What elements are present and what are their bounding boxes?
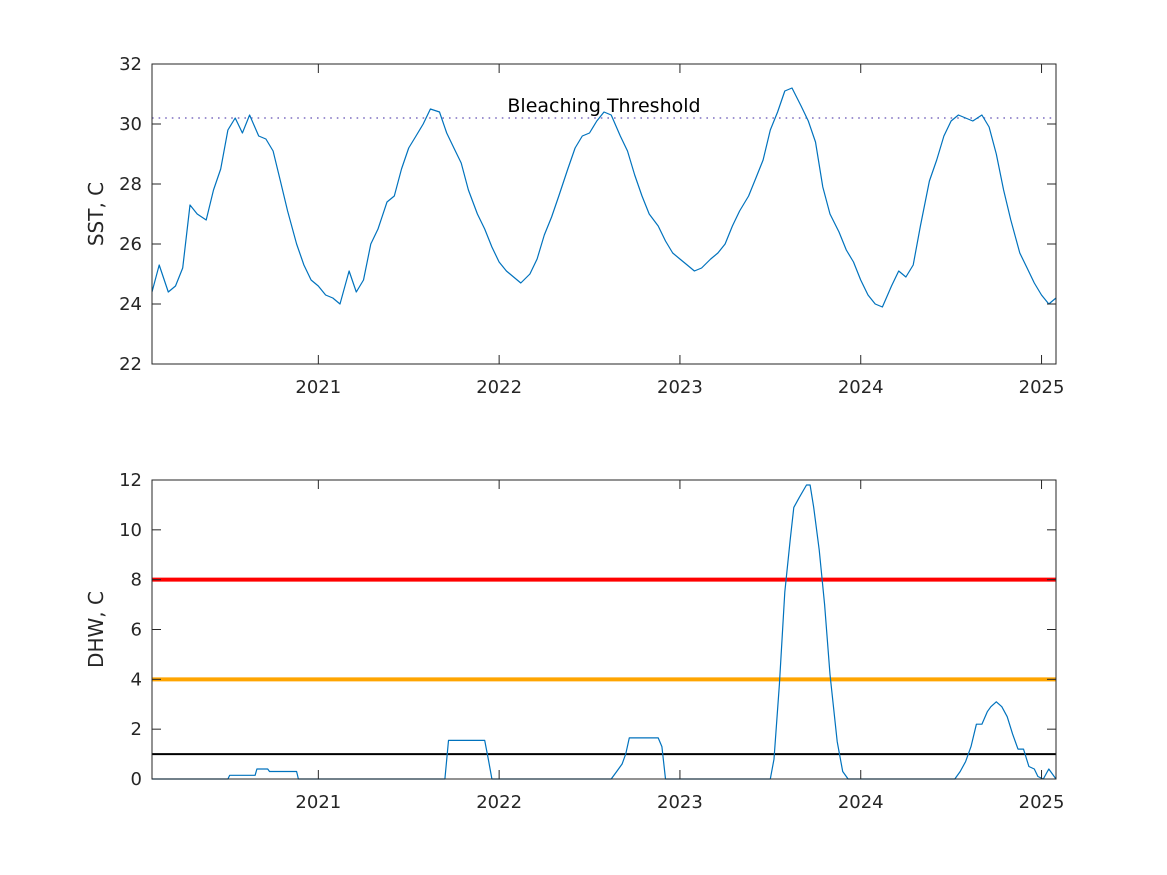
x-tick-label: 2025 [1019,792,1065,813]
dhw-plot: 2021 2022 2023 2024 2025 0 2 4 6 8 10 12 DHW, C [84,470,1064,813]
y-tick-label: 8 [131,570,142,591]
sst-series-line [151,87,1057,308]
y-tick-label: 6 [131,620,142,641]
y-tick-label: 12 [119,470,142,491]
x-tick-label: 2023 [657,792,703,813]
x-tick-label: 2022 [476,377,522,398]
y-tick-label: 32 [119,54,142,75]
x-tick-label: 2025 [1019,377,1065,398]
x-tick-label: 2024 [838,377,884,398]
y-axis-label: DHW, C [84,591,108,668]
axes-box [151,63,1057,365]
y-tick-label: 10 [119,520,142,541]
dhw-series-line [152,484,1057,780]
y-tick-label: 0 [131,769,142,790]
x-tick-label: 2022 [476,792,522,813]
y-axis-label: SST, C [84,182,108,246]
x-tick-label: 2023 [657,377,703,398]
y-tick-label: 2 [131,719,142,740]
y-tick-label: 26 [119,234,142,255]
x-tick-label: 2021 [295,792,341,813]
x-tick-label: 2024 [838,792,884,813]
bleaching-threshold-label: Bleaching Threshold [507,95,700,117]
sst-plot: 2021 2022 2023 2024 2025 22 24 26 28 30 32 SST, C Bl… [84,54,1064,398]
y-tick-label: 4 [131,669,142,690]
y-tick-label: 22 [119,354,142,375]
y-tick-label: 30 [119,114,142,135]
y-tick-label: 28 [119,174,142,195]
x-tick-label: 2021 [295,377,341,398]
y-tick-label: 24 [119,294,142,315]
